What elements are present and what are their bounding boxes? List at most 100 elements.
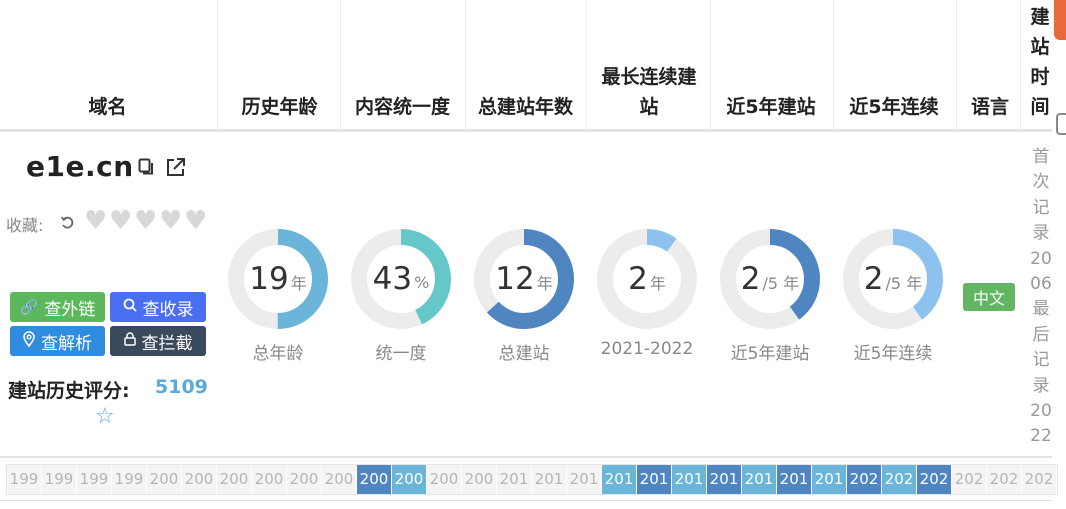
donut-caption: 近5年建站 [730,344,810,364]
year-cell[interactable]: 201 [777,465,812,494]
year-cell[interactable]: 200 [322,465,357,494]
year-cell[interactable]: 202 [882,465,917,494]
record-char: 录 [1032,223,1050,244]
header-consistency[interactable]: 内容统一度 [354,96,450,118]
year-cell[interactable]: 201 [532,465,567,494]
year-cell[interactable]: 201 [672,465,707,494]
year-cell[interactable]: 202 [847,465,882,494]
header-build-time-2[interactable]: 站 [1030,36,1050,58]
year-cell[interactable]: 199 [77,465,112,494]
year-cell[interactable]: 202 [1022,465,1057,494]
search-icon [123,298,137,316]
year-cell[interactable]: 200 [182,465,217,494]
record-char: 22 [1030,426,1052,447]
donut-chart: 19 年 [228,229,328,329]
heart-icon[interactable]: ♥ [184,206,208,236]
domain-name[interactable]: e1e.cn [26,150,134,183]
header-divider [0,129,1052,132]
donut-number: 12 [495,261,535,297]
donut-number: 19 [249,261,289,297]
donut-value: 2/5 年 [843,229,943,329]
year-cell[interactable]: 200 [252,465,287,494]
donut-arc [843,229,943,329]
year-cell[interactable]: 200 [427,465,462,494]
year-cell[interactable]: 200 [392,465,427,494]
year-cell[interactable]: 202 [987,465,1022,494]
year-cell[interactable]: 202 [952,465,987,494]
score-label: 建站历史评分: [8,380,130,402]
header-recent5-cont[interactable]: 近5年连续 [849,96,939,118]
donut-caption: 总建站 [498,344,550,364]
year-strip: 199 199 199 199 200 200 200 200 200 200 200 200 200 2… [6,464,1058,495]
record-char: 首 [1032,147,1050,167]
indexed-button[interactable]: 查收录 [110,292,206,322]
column-divider [340,0,341,130]
heart-icon[interactable]: ♥ [134,206,158,236]
dns-label: 查解析 [41,333,92,354]
favorite-label: 收藏: [6,216,44,235]
year-cell[interactable]: 200 [147,465,182,494]
record-char: 20 [1030,248,1052,269]
donut-arc [720,229,820,329]
header-build-time-4[interactable]: 间 [1030,96,1050,118]
year-cell[interactable]: 200 [462,465,497,494]
donut-arc [474,229,574,329]
external-link-icon[interactable] [165,156,187,178]
donut-number: 2 [628,261,648,297]
link-icon: 🔗 [19,298,39,316]
donut-chart: 43% [351,229,451,329]
donut-chart: 2/5 年 [720,229,820,329]
header-longest-l2[interactable]: 站 [639,96,659,118]
year-cell[interactable]: 201 [602,465,637,494]
year-cell[interactable]: 201 [707,465,742,494]
refresh-icon[interactable] [60,214,74,229]
column-divider [465,0,466,130]
year-cell[interactable]: 199 [42,465,77,494]
header-recent5[interactable]: 近5年建站 [726,96,816,118]
year-cell[interactable]: 201 [812,465,847,494]
donut-caption: 近5年连续 [853,344,933,364]
outbound-links-button[interactable]: 🔗 查外链 [10,292,105,322]
record-char: 记 [1032,350,1050,371]
dns-button[interactable]: 查解析 [10,326,105,356]
heart-icon[interactable]: ♥ [109,206,133,236]
donut-chart: 12 年 [474,229,574,329]
block-check-button[interactable]: 查拦截 [110,326,206,356]
year-cell[interactable]: 202 [917,465,952,494]
header-build-time-1[interactable]: 建 [1030,6,1050,28]
donut-caption: 2021-2022 [600,339,694,359]
language-badge: 中文 [963,283,1015,311]
year-cell[interactable]: 200 [217,465,252,494]
header-longest-l1[interactable]: 最长连续建 [601,66,697,88]
year-cell[interactable]: 199 [112,465,147,494]
copy-icon[interactable] [138,158,154,176]
column-divider [1020,0,1021,130]
toolbar-edge-icon[interactable] [1056,113,1066,135]
year-cell[interactable]: 201 [637,465,672,494]
location-pin-icon [23,331,35,351]
donut-unit: /5 年 [762,274,800,293]
header-history-age[interactable]: 历史年龄 [241,96,318,118]
heart-icon[interactable]: ♥ [159,206,183,236]
record-column: 首 次 记 录 20 06 最 后 记 录 20 22 [1026,145,1056,450]
column-divider [956,0,957,130]
year-cell[interactable]: 200 [287,465,322,494]
header-language[interactable]: 语言 [970,96,1009,118]
row-divider [0,456,1052,458]
record-char: 20 [1030,401,1052,422]
year-cell[interactable]: 200 [357,465,392,494]
column-divider [217,0,218,130]
donut-caption: 总年龄 [252,344,304,364]
year-cell[interactable]: 201 [567,465,602,494]
header-build-time-3[interactable]: 时 [1030,66,1050,88]
year-cell[interactable]: 201 [497,465,532,494]
table-header: 域名 历史年龄 内容统一度 总建站年数 最长连续建 站 近5年建站 近5年连续 … [0,0,1052,130]
star-icon[interactable]: ☆ [95,404,115,429]
year-cell[interactable]: 201 [742,465,777,494]
year-cell[interactable]: 199 [7,465,42,494]
heart-icon[interactable]: ♥ [84,206,108,236]
side-tab[interactable] [1054,0,1066,40]
header-total-years[interactable]: 总建站年数 [477,96,573,118]
header-domain[interactable]: 域名 [88,96,127,118]
